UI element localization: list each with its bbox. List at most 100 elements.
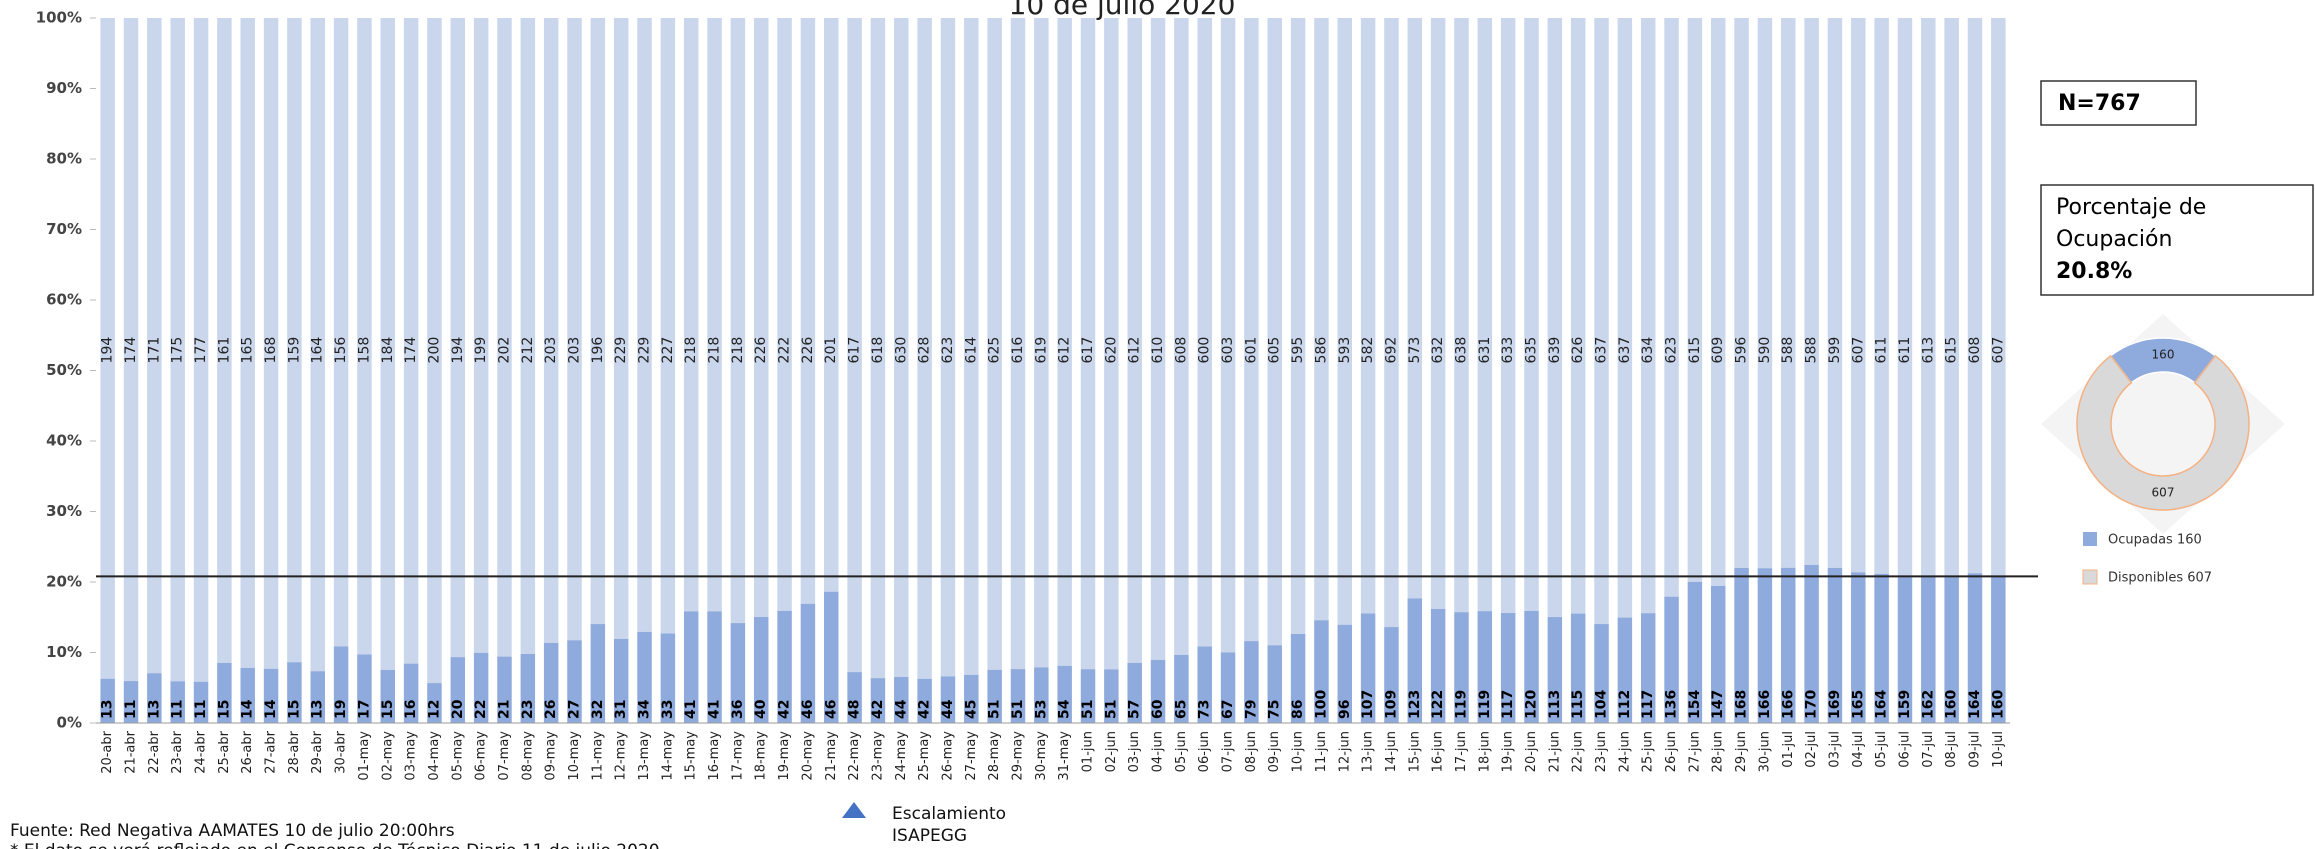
x-tick-label: 13-may (637, 731, 652, 781)
source: Fuente: Red Negativa AAMATES 10 de julio… (10, 821, 455, 841)
bar-occupied (403, 663, 419, 723)
x-tick-label: 02-may (380, 731, 395, 781)
x-tick-label: 21-jun (1547, 731, 1562, 772)
value-label: 194 (100, 337, 116, 364)
x-tick-label: 30-may (1034, 731, 1049, 781)
value-label: 194 (450, 337, 466, 364)
value-label: 612 (1127, 337, 1143, 364)
x-tick-label: 03-jun (1127, 731, 1142, 772)
value-label: 19 (333, 700, 349, 719)
bar-occupied (894, 676, 909, 723)
bar-available (590, 18, 606, 625)
value-label: 605 (1267, 337, 1283, 364)
bar-occupied (193, 681, 209, 723)
value-label: 23 (520, 700, 536, 719)
bar-occupied (1080, 669, 1096, 723)
value-label: 227 (660, 337, 676, 364)
bar-occupied (1244, 641, 1259, 723)
value-label: 614 (963, 337, 979, 364)
bar-available (1477, 18, 1493, 612)
bar-available (193, 18, 209, 682)
occupancy-title: Ocupación (2056, 227, 2172, 252)
x-tick-label: 01-jun (1081, 731, 1096, 772)
value-label: 11 (193, 700, 209, 719)
x-tick-label: 24-abr (194, 730, 209, 773)
bar-occupied (1804, 564, 1819, 723)
x-tick-label: 25-abr (217, 730, 232, 773)
x-tick-label: 21-may (824, 731, 839, 781)
x-tick-label: 26-may (940, 731, 955, 781)
x-tick-label: 24-jun (1617, 731, 1632, 772)
bar-available (1500, 18, 1516, 614)
bar-occupied (683, 611, 699, 723)
x-tick-label: 02-jun (1104, 731, 1119, 772)
x-tick-label: 07-may (497, 731, 512, 781)
value-label: 34 (637, 699, 653, 719)
bar-available (1384, 18, 1399, 628)
bar-occupied (473, 652, 489, 723)
x-tick-label: 09-jul (1967, 731, 1982, 768)
value-label: 612 (1057, 337, 1073, 364)
value-label: 607 (1850, 337, 1866, 364)
value-label: 199 (473, 337, 489, 364)
value-label: 36 (730, 700, 746, 719)
bar-occupied (567, 640, 582, 723)
x-tick-label: 09-jun (1267, 731, 1282, 772)
n-box (2040, 80, 2197, 126)
bar-occupied (357, 654, 372, 723)
bar-available (660, 18, 676, 634)
value-label: 33 (660, 700, 676, 719)
bar-occupied (777, 610, 792, 723)
y-tick-label: 20% (46, 573, 82, 591)
x-tick-label: 20-jun (1524, 731, 1539, 772)
value-label: 603 (1220, 337, 1236, 364)
bar-available (1804, 18, 1819, 565)
bar-available (1290, 18, 1306, 634)
x-tick-label: 16-may (707, 731, 722, 781)
value-label: 15 (380, 700, 396, 719)
x-tick-label: 17-jun (1454, 731, 1469, 772)
value-label: 637 (1617, 337, 1633, 364)
bar-available (123, 18, 139, 682)
bar-occupied (1407, 598, 1423, 723)
bar-available (1734, 18, 1749, 568)
slice-label: 160 (2152, 348, 2175, 362)
x-tick-label: 17-may (730, 731, 745, 781)
bar-occupied (660, 633, 676, 723)
value-label: 162 (1920, 690, 1936, 719)
value-label: 212 (520, 337, 536, 364)
slice-label: 607 (2152, 486, 2175, 500)
bar-available (683, 18, 699, 612)
value-label: 161 (216, 337, 232, 364)
bar-occupied (1150, 659, 1166, 723)
value-label: 201 (823, 337, 839, 364)
bar-occupied (590, 624, 606, 723)
bar-occupied (1104, 669, 1119, 723)
value-label: 573 (1407, 337, 1423, 364)
x-tick-label: 06-jun (1197, 731, 1212, 772)
value-label: 75 (1267, 700, 1283, 719)
y-tick-label: 0% (57, 714, 82, 732)
value-label: 229 (613, 337, 629, 364)
value-label: 107 (1360, 690, 1376, 719)
x-tick-label: 26-abr (240, 730, 255, 773)
value-label: 48 (847, 700, 863, 719)
bar-occupied (543, 642, 559, 723)
value-label: 17 (356, 700, 372, 719)
value-label: 590 (1757, 337, 1773, 364)
value-label: 635 (1524, 337, 1540, 364)
value-label: 44 (893, 699, 909, 719)
value-label: 615 (1687, 337, 1703, 364)
bar-occupied (1687, 581, 1703, 723)
value-label: 166 (1780, 690, 1796, 719)
bar-occupied (450, 657, 466, 723)
bar-occupied (170, 681, 185, 723)
value-label: 122 (1430, 690, 1446, 719)
x-tick-label: 14-may (660, 731, 675, 781)
bar-occupied (100, 678, 115, 723)
bar-available (1687, 18, 1703, 582)
bar-available (870, 18, 886, 679)
bar-available (1944, 18, 1959, 578)
x-tick-label: 05-jun (1174, 731, 1189, 772)
